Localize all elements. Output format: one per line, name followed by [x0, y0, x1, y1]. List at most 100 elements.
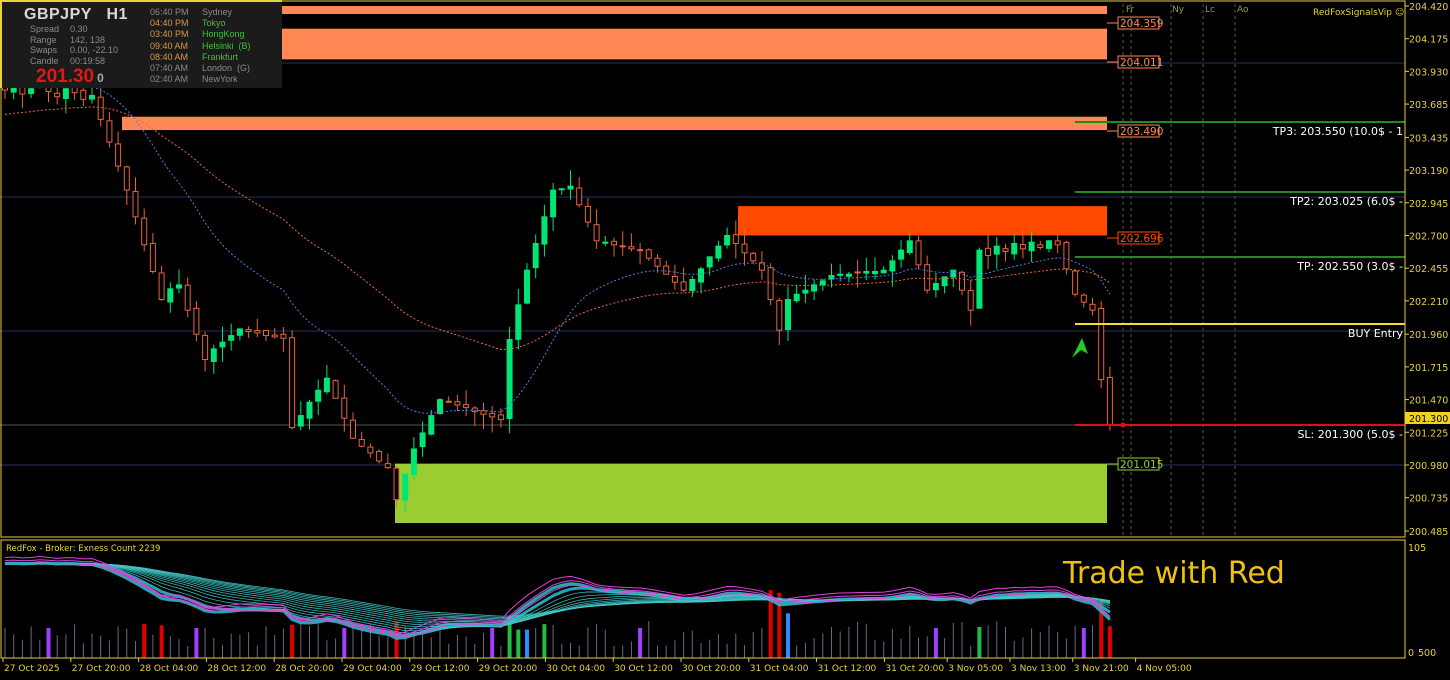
histogram-bar	[1039, 632, 1041, 658]
histogram-bar	[804, 642, 806, 658]
histogram-bar	[1081, 628, 1086, 658]
stat-row: Spread 0.30	[30, 24, 118, 35]
histogram-bar	[587, 627, 589, 658]
bull-candle	[28, 88, 35, 95]
ma-fast-line	[4, 76, 1111, 414]
histogram-bar	[604, 629, 606, 658]
bull-candle	[1028, 241, 1035, 252]
time-axis[interactable]: 27 Oct 2025 27 Oct 20:00 28 Oct 04:00 28 Oc…	[2, 658, 1192, 674]
bear-candle	[924, 264, 931, 291]
session-time: 09:40 AM	[150, 40, 189, 51]
histogram-bar	[857, 621, 859, 658]
y-tick-label: 202.210	[1409, 297, 1448, 308]
x-tick-label: 29 Oct 04:00	[343, 664, 402, 674]
bear-candle	[350, 419, 356, 439]
bear-candle	[454, 401, 461, 406]
bear-candle	[680, 281, 687, 291]
price-axis[interactable]: 204.420 204.175 203.930 203.685 203.435 203.1…	[1405, 2, 1450, 538]
session-lines: Fr Ny Lc Ao	[1122, 4, 1249, 537]
stat-row: Swaps 0.00, -22.10	[30, 45, 118, 56]
histogram-bar	[159, 625, 164, 658]
symbol-stats: Spread 0.30 Range 142, 138 Swaps 0.00, -22.10…	[30, 24, 118, 66]
bull-candle	[419, 432, 426, 448]
histogram-bar	[691, 630, 693, 658]
bull-candle	[89, 94, 95, 100]
trade-level-label: SL: 201.300 (5.0$ -	[1297, 428, 1403, 441]
bear-candle	[611, 240, 617, 246]
histogram-bar	[744, 645, 745, 658]
bull-candle	[845, 273, 852, 277]
histogram-bar	[117, 626, 119, 658]
overlay-slogan: Trade with Red	[1063, 556, 1285, 591]
histogram-bar	[361, 628, 363, 658]
sl-marker	[1120, 422, 1126, 428]
bear-candle	[149, 242, 156, 273]
y-tick-label: 201.715	[1409, 363, 1448, 374]
x-tick-label: 27 Oct 20:00	[72, 664, 131, 674]
bear-candle	[1019, 244, 1026, 250]
session-time: 07:40 AM	[150, 63, 189, 74]
histogram-bar	[613, 645, 615, 658]
session-city: Tokyo	[202, 18, 226, 29]
histogram-bar	[918, 637, 919, 658]
bear-candle	[654, 257, 661, 267]
chart-frames	[0, 0, 1406, 659]
zone	[122, 116, 1107, 131]
histogram-bar	[987, 625, 989, 658]
x-tick-label: 3 Nov 13:00	[1011, 664, 1066, 674]
histogram-bar	[326, 640, 328, 658]
histogram-bar	[256, 645, 258, 658]
session-row: 02:40 AM NewYork	[150, 74, 251, 85]
histogram-bar	[46, 628, 51, 658]
y-tick-label: 202.455	[1409, 264, 1448, 275]
bear-candle	[193, 307, 200, 335]
histogram-bar	[65, 634, 67, 658]
bear-candle	[741, 243, 748, 254]
bull-candle	[532, 242, 539, 269]
histogram-bar	[977, 626, 982, 658]
bear-candle	[106, 120, 113, 143]
histogram-bar	[265, 626, 267, 658]
session-row: 07:40 AM London (G)	[150, 63, 251, 74]
session-row: 06:40 PM Sydney	[150, 7, 251, 18]
bull-candle	[1011, 242, 1018, 255]
histogram-bar	[74, 624, 76, 658]
histogram-bar	[1022, 637, 1024, 658]
zone-label-box	[1117, 55, 1160, 69]
histogram-bar	[786, 613, 790, 658]
fast-ribbon-line	[4, 559, 1111, 636]
histogram-bar	[657, 645, 658, 658]
histogram-bar	[516, 629, 521, 658]
histogram-bar	[768, 590, 773, 658]
histogram-bar	[4, 627, 6, 658]
histogram-bar	[1057, 631, 1059, 658]
histogram-bar	[622, 645, 624, 658]
zone	[395, 463, 1107, 523]
bear-candle	[132, 191, 139, 218]
histogram-bar	[665, 645, 667, 658]
x-tick-label: 3 Nov 05:00	[948, 664, 1003, 674]
trade-level-label: BUY Entry	[1348, 327, 1404, 340]
histogram-bar	[1092, 625, 1093, 658]
zone-label-box	[1117, 231, 1160, 245]
histogram-bar	[874, 640, 876, 658]
histogram-bar	[378, 635, 380, 658]
histogram-bar	[891, 629, 893, 658]
histogram-bar	[525, 629, 529, 658]
histogram-bar	[39, 639, 41, 658]
bear-candle	[776, 299, 783, 331]
bear-candle	[54, 92, 61, 98]
bear-candle	[245, 329, 252, 333]
brand-label: RedFoxSignalsVip ☺	[1313, 7, 1404, 18]
stat-row: Range 142, 138	[30, 35, 118, 46]
y-tick-label: 203.685	[1409, 100, 1448, 111]
histogram-bar	[439, 630, 441, 658]
histogram-bar	[413, 631, 415, 658]
histogram-bar	[448, 643, 450, 658]
zone-label: 204.011	[1120, 57, 1163, 69]
y-tick-label: 204.175	[1409, 35, 1448, 46]
bear-candle	[985, 247, 992, 256]
moving-averages	[4, 76, 1111, 414]
y-tick-label: 200.485	[1409, 527, 1448, 538]
bull-candle	[898, 249, 905, 260]
